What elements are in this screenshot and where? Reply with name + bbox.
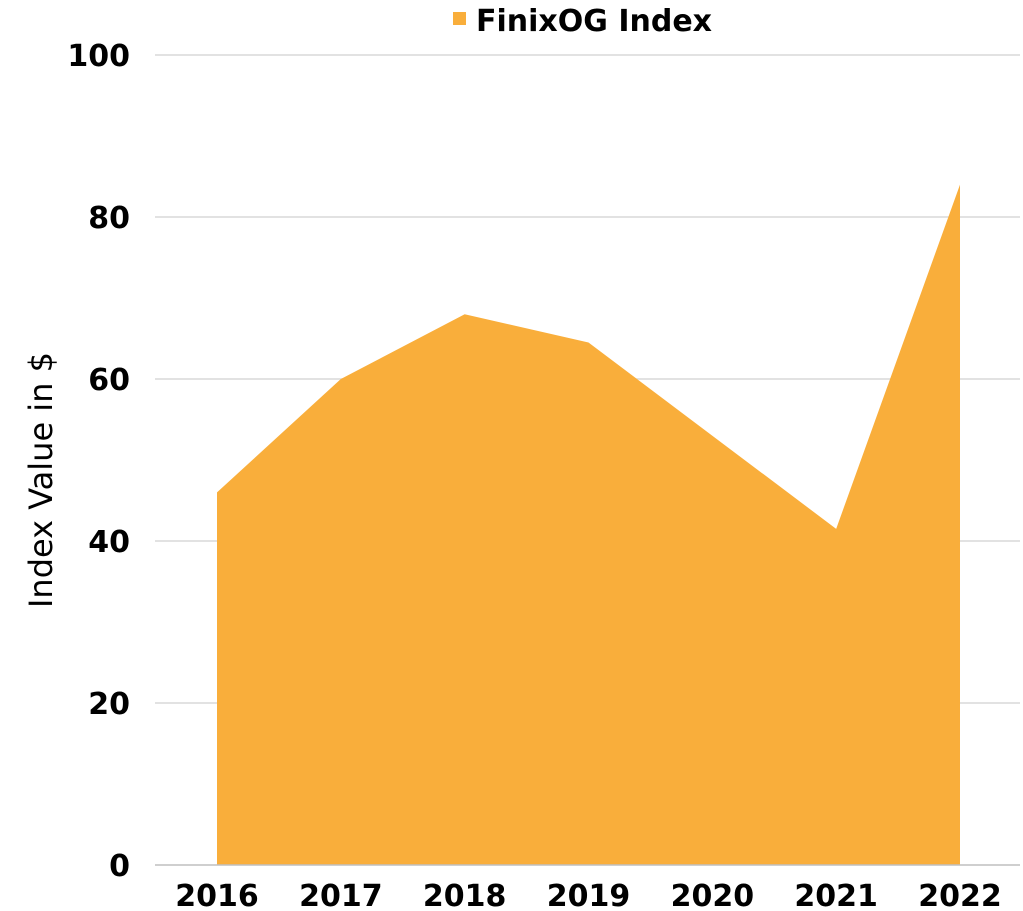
legend-label: FinixOG Index [476,4,712,39]
y-tick-label: 40 [88,525,130,560]
y-tick-label: 60 [88,363,130,398]
x-tick-label: 2016 [175,879,259,911]
x-tick-label: 2021 [794,879,878,911]
series-area-layer [217,184,960,866]
y-tick-label: 0 [109,849,130,884]
series-area-finixog-index [217,184,960,866]
y-tick-label: 80 [88,201,130,236]
x-tick-label: 2019 [547,879,631,911]
legend: FinixOG Index [453,4,712,39]
y-tick-label: 20 [88,687,130,722]
y-tick-label: 100 [67,39,130,74]
y-axis-tick-labels: 0 20 40 60 80 100 [67,39,130,884]
y-axis-title: Index Value in $ [22,352,60,608]
x-tick-label: 2022 [918,879,1002,911]
x-tick-label: 2018 [423,879,507,911]
x-tick-label: 2017 [299,879,383,911]
legend-swatch [453,12,466,25]
x-tick-label: 2020 [671,879,755,911]
x-axis-tick-labels: 2016 2017 2018 2019 2020 2021 2022 [175,879,1002,911]
